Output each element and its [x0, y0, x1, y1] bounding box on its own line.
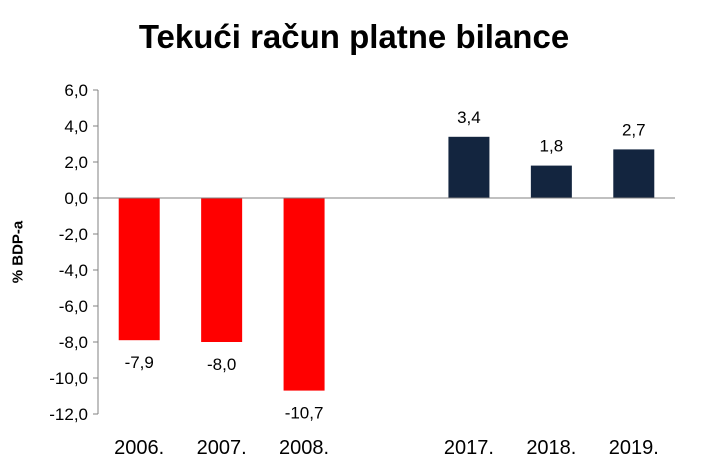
y-tick-label: -6,0: [59, 297, 88, 316]
y-tick-label: 6,0: [64, 81, 88, 100]
bar: [448, 136, 490, 198]
y-tick-label: 2,0: [64, 153, 88, 172]
data-label: 1,8: [540, 137, 564, 156]
y-tick-label: -8,0: [59, 333, 88, 352]
x-tick-label: 2018.: [526, 437, 576, 459]
y-tick-label: 0,0: [64, 189, 88, 208]
bar: [530, 165, 572, 198]
data-label: -8,0: [207, 355, 236, 374]
y-tick-label: -4,0: [59, 261, 88, 280]
bar: [201, 198, 243, 342]
y-tick-label: -2,0: [59, 225, 88, 244]
x-tick-label: 2008.: [279, 437, 329, 459]
bar: [118, 198, 160, 341]
data-label: -10,7: [285, 404, 324, 423]
data-label: 3,4: [457, 108, 481, 127]
y-tick-label: -10,0: [49, 369, 88, 388]
chart-title: Tekući račun platne bilance: [138, 18, 570, 55]
data-label: 2,7: [622, 120, 646, 139]
x-tick-label: 2019.: [609, 437, 659, 459]
y-tick-label: 4,0: [64, 117, 88, 136]
x-tick-label: 2006.: [114, 437, 164, 459]
x-tick-label: 2017.: [444, 437, 494, 459]
bar: [283, 198, 325, 391]
y-tick-label: -12,0: [49, 405, 88, 424]
x-tick-label: 2007.: [197, 437, 247, 459]
bar: [613, 149, 655, 198]
data-label: -7,9: [125, 353, 154, 372]
